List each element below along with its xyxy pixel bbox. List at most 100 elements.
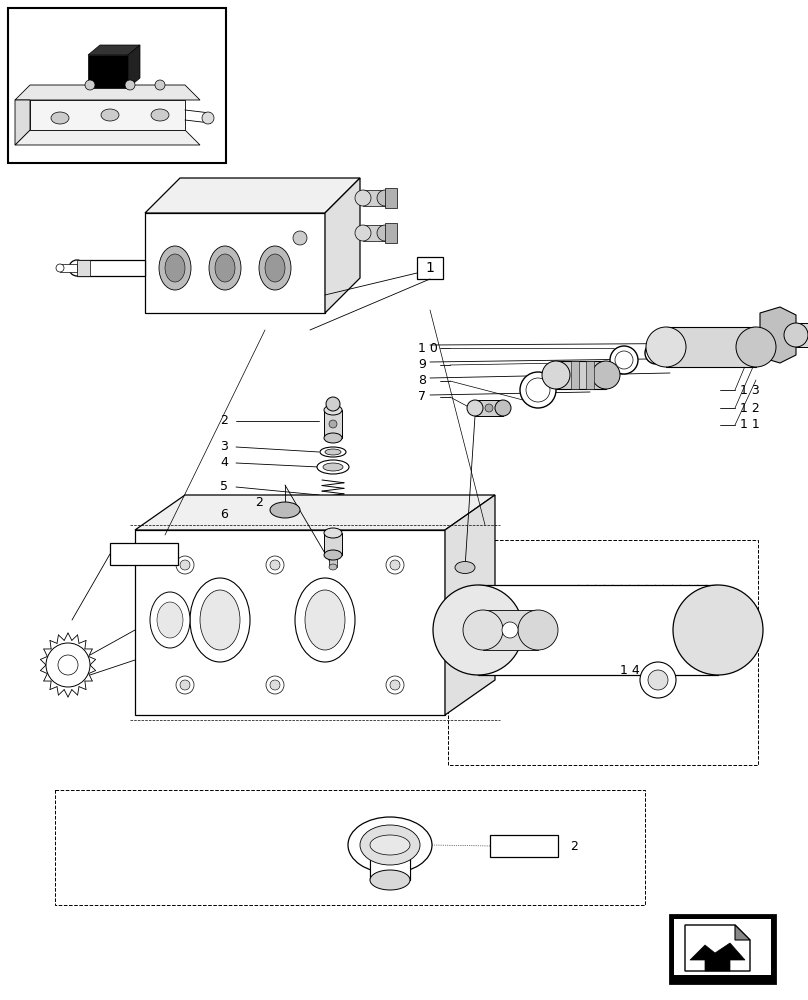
- Polygon shape: [445, 495, 495, 715]
- Ellipse shape: [325, 449, 341, 455]
- Bar: [666, 327, 756, 367]
- Polygon shape: [325, 178, 360, 313]
- Polygon shape: [15, 100, 30, 145]
- Circle shape: [46, 643, 90, 687]
- Ellipse shape: [324, 550, 342, 560]
- Ellipse shape: [370, 870, 410, 890]
- Polygon shape: [15, 130, 200, 145]
- Circle shape: [640, 662, 676, 698]
- Bar: [329, 555, 337, 567]
- Ellipse shape: [463, 610, 503, 650]
- Bar: [571, 361, 579, 389]
- Ellipse shape: [259, 246, 291, 290]
- Circle shape: [58, 655, 78, 675]
- Text: P A G: P A G: [129, 549, 159, 559]
- Text: 3: 3: [220, 440, 228, 454]
- Bar: [475, 400, 503, 416]
- Bar: [370, 845, 410, 880]
- Bar: [385, 223, 397, 243]
- Bar: [324, 533, 342, 555]
- Ellipse shape: [51, 112, 69, 124]
- Ellipse shape: [784, 323, 808, 347]
- Circle shape: [125, 80, 135, 90]
- Polygon shape: [135, 495, 495, 530]
- Ellipse shape: [649, 346, 663, 360]
- Text: 1 1: 1 1: [740, 418, 760, 432]
- Ellipse shape: [270, 502, 300, 518]
- Ellipse shape: [377, 190, 393, 206]
- Ellipse shape: [165, 254, 185, 282]
- Polygon shape: [30, 100, 185, 130]
- Circle shape: [202, 112, 214, 124]
- Polygon shape: [15, 85, 200, 100]
- Bar: [363, 225, 385, 241]
- Ellipse shape: [190, 578, 250, 662]
- Ellipse shape: [324, 405, 342, 415]
- Ellipse shape: [520, 372, 556, 408]
- Text: 1: 1: [426, 261, 435, 275]
- Text: 1 2: 1 2: [740, 401, 760, 414]
- Text: 1 0: 1 0: [418, 342, 438, 355]
- Ellipse shape: [317, 460, 349, 474]
- Bar: [324, 410, 342, 438]
- Bar: [55, 790, 645, 905]
- Ellipse shape: [645, 342, 667, 364]
- Bar: [478, 585, 718, 675]
- Ellipse shape: [159, 246, 191, 290]
- Circle shape: [176, 676, 194, 694]
- Ellipse shape: [56, 264, 64, 272]
- Ellipse shape: [209, 246, 241, 290]
- Ellipse shape: [150, 592, 190, 648]
- Ellipse shape: [377, 225, 393, 241]
- Ellipse shape: [348, 817, 432, 873]
- Circle shape: [180, 560, 190, 570]
- Ellipse shape: [157, 602, 183, 638]
- Circle shape: [326, 397, 340, 411]
- Ellipse shape: [673, 585, 763, 675]
- Ellipse shape: [455, 562, 475, 574]
- Bar: [586, 361, 594, 389]
- Circle shape: [329, 420, 337, 428]
- Bar: [670, 915, 775, 983]
- Ellipse shape: [592, 361, 620, 389]
- Polygon shape: [735, 925, 750, 940]
- Bar: [8, 8, 226, 163]
- Bar: [490, 835, 558, 857]
- Ellipse shape: [370, 835, 410, 855]
- Bar: [417, 257, 443, 279]
- Circle shape: [266, 556, 284, 574]
- Text: 5: 5: [220, 481, 228, 493]
- Ellipse shape: [151, 109, 169, 121]
- Polygon shape: [685, 925, 750, 971]
- Text: 2: 2: [220, 414, 228, 428]
- Circle shape: [648, 670, 668, 690]
- Polygon shape: [760, 307, 796, 363]
- Ellipse shape: [610, 346, 638, 374]
- Ellipse shape: [518, 610, 558, 650]
- Ellipse shape: [433, 585, 523, 675]
- Circle shape: [180, 680, 190, 690]
- Ellipse shape: [101, 109, 119, 121]
- Circle shape: [502, 622, 518, 638]
- Circle shape: [293, 231, 307, 245]
- Bar: [363, 190, 385, 206]
- Ellipse shape: [360, 825, 420, 865]
- Circle shape: [176, 556, 194, 574]
- Circle shape: [85, 80, 95, 90]
- Ellipse shape: [324, 528, 342, 538]
- Bar: [370, 845, 410, 880]
- Bar: [60, 264, 77, 272]
- Ellipse shape: [324, 433, 342, 443]
- Polygon shape: [145, 178, 360, 213]
- Ellipse shape: [615, 351, 633, 369]
- Text: 9: 9: [418, 359, 426, 371]
- Text: 8: 8: [418, 374, 426, 387]
- Circle shape: [386, 556, 404, 574]
- Circle shape: [270, 680, 280, 690]
- Text: 1 4: 1 4: [620, 664, 640, 676]
- Circle shape: [270, 560, 280, 570]
- Polygon shape: [135, 530, 445, 715]
- Ellipse shape: [526, 378, 550, 402]
- Ellipse shape: [329, 564, 337, 570]
- Circle shape: [386, 676, 404, 694]
